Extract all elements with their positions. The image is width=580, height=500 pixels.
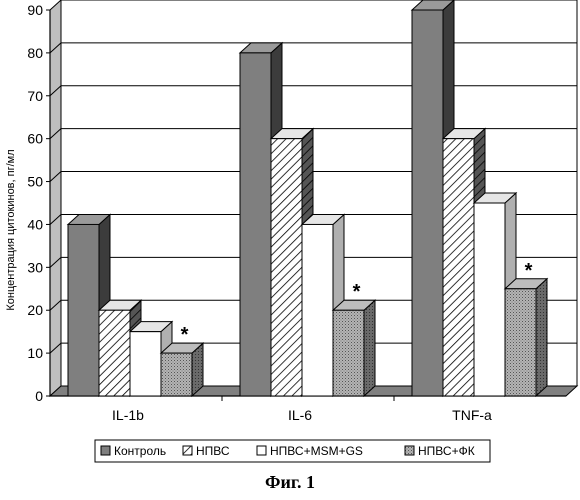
legend-swatch xyxy=(183,446,192,455)
bar-il-1b-3 xyxy=(161,353,192,396)
legend: Контроль НПВС НПВС+MSM+GS НПВС+ФК xyxy=(95,440,490,462)
y-tick-label: 40 xyxy=(27,216,43,232)
legend-label: НПВС+MSM+GS xyxy=(270,444,363,458)
bar-tnf-a-3 xyxy=(505,289,536,396)
legend-label: НПВС xyxy=(196,444,230,458)
x-tick-label: IL-6 xyxy=(288,407,312,423)
bar-il-6-3 xyxy=(333,310,364,396)
legend-label: НПВС+ФК xyxy=(418,444,475,458)
bar-tnf-a-1 xyxy=(443,139,474,396)
y-tick-label: 20 xyxy=(27,302,43,318)
bar-il-6-0 xyxy=(240,53,271,396)
y-axis-label: Концентрация цитокинов, пг/мл xyxy=(5,149,17,310)
bar-il-6-2 xyxy=(302,224,333,396)
x-tick-label: IL-1b xyxy=(112,407,144,423)
bar-tnf-a-2 xyxy=(474,203,505,396)
y-tick-label: 90 xyxy=(27,2,43,18)
legend-label: Контроль xyxy=(114,444,166,458)
bar-il-1b-2 xyxy=(130,332,161,396)
bar-il-1b-1 xyxy=(99,310,130,396)
y-tick-label: 50 xyxy=(27,174,43,190)
bar-side xyxy=(536,279,547,396)
significance-asterisk: * xyxy=(525,260,533,282)
legend-swatch xyxy=(405,446,414,455)
y-tick-label: 80 xyxy=(27,45,43,61)
significance-asterisk: * xyxy=(181,324,189,346)
y-tick-label: 30 xyxy=(27,259,43,275)
y-tick-label: 60 xyxy=(27,131,43,147)
y-tick-label: 0 xyxy=(35,388,43,404)
bar-il-1b-0 xyxy=(68,224,99,396)
x-tick-label: TNF-a xyxy=(452,407,492,423)
bar-tnf-a-0 xyxy=(412,10,443,396)
figure-caption: Фиг. 1 xyxy=(0,472,580,493)
bar-il-6-1 xyxy=(271,139,302,396)
bar-side xyxy=(364,300,375,396)
side-wall xyxy=(50,0,61,396)
y-tick-label: 70 xyxy=(27,88,43,104)
legend-swatch xyxy=(101,446,110,455)
y-tick-label: 10 xyxy=(27,345,43,361)
legend-swatch xyxy=(257,446,266,455)
significance-asterisk: * xyxy=(353,281,361,303)
